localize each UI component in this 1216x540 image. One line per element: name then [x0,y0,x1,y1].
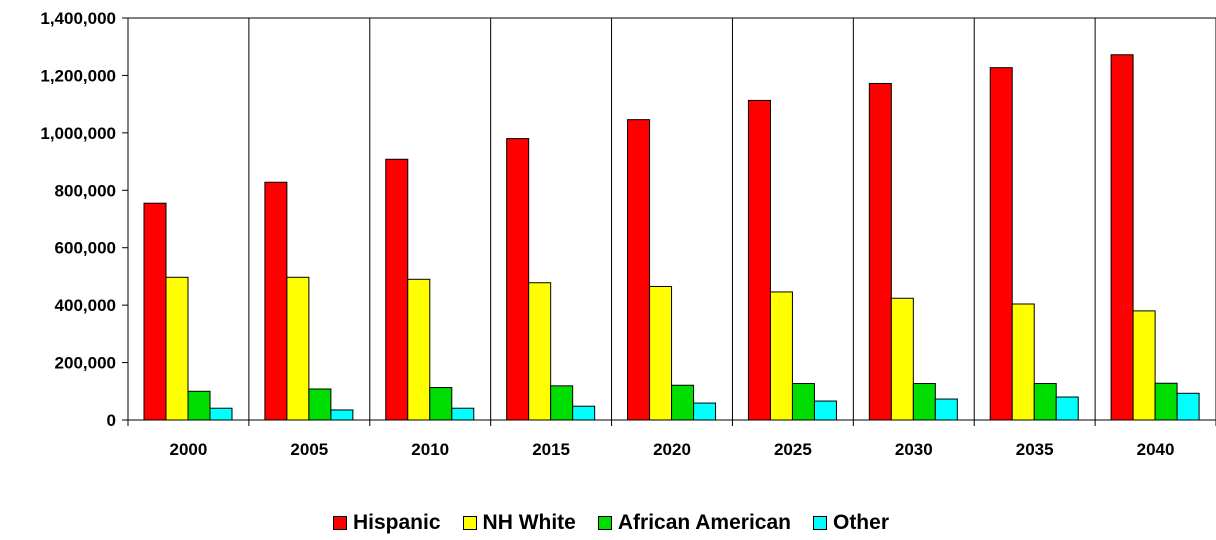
bar-other [209,407,233,421]
y-tick-label: 400,000 [55,296,116,315]
bar-african-american [429,387,453,421]
bar-african-american [912,383,936,421]
legend-label-african-american: African American [617,511,791,534]
legend-item-hispanic: Hispanic [333,511,441,535]
bar-nh-white [890,297,914,421]
bar-african-american [1033,383,1057,421]
bar-other [1055,396,1079,421]
x-tick-label: 2020 [653,440,691,459]
y-tick-label: 1,000,000 [40,124,116,143]
y-tick-label: 1,400,000 [40,9,116,28]
bar-african-american [791,383,815,421]
legend-swatch-hispanic [333,516,347,530]
bar-other [1176,392,1200,421]
grid-lines [248,18,1216,420]
bar-hispanic [385,158,409,421]
bar-african-american [671,384,695,421]
y-tick-label: 800,000 [55,181,116,200]
bar-other [451,407,475,421]
bar-other [813,400,837,421]
bars [143,54,1200,421]
x-tick-label: 2015 [532,440,570,459]
y-tick-label: 200,000 [55,354,116,373]
bar-hispanic [264,181,288,421]
legend-swatch-other [812,516,827,530]
bar-hispanic [868,82,892,421]
bar-other [330,409,354,421]
legend: Hispanic NH White African American Other [0,506,1216,540]
x-tick-label: 2040 [1137,440,1175,459]
y-tick-label: 0 [107,411,116,430]
bar-nh-white [769,291,793,421]
legend-item-other: Other [812,511,889,535]
bar-african-american [187,390,211,421]
bar-nh-white [286,276,310,421]
bar-other [572,405,596,421]
bar-chart: 0 200,000 400,000 600,000 800,000 1,000,000 1,… [40,9,1216,459]
bar-hispanic [1110,54,1134,421]
bar-african-american [308,388,332,421]
y-tick-label: 1,200,000 [40,66,116,85]
bar-nh-white [407,278,431,421]
x-tick-label: 2030 [895,440,933,459]
bar-nh-white [649,285,673,421]
bar-other [934,398,958,421]
bar-other [693,402,717,421]
bar-nh-white [528,282,552,421]
legend-label-nh-white: NH White [482,511,576,534]
bar-hispanic [989,67,1013,421]
legend-swatch-nh-white [462,516,477,530]
x-tick-label: 2005 [290,440,328,459]
x-tick-label: 2025 [774,440,812,459]
legend-label-other: Other [832,511,889,534]
y-tick-label: 600,000 [55,239,116,258]
bar-nh-white [165,276,189,421]
x-axis-ticks: 2000 2005 2010 2015 2020 2025 2030 2035 2040 [127,420,1216,459]
bar-nh-white [1132,310,1156,421]
bar-nh-white [1011,303,1035,421]
axes [127,17,1216,421]
legend-item-african-american: African American [597,511,791,535]
legend-swatch-african-american [597,516,612,530]
bar-african-american [1154,382,1178,421]
legend-label-hispanic: Hispanic [353,511,441,534]
legend-item-nh-white: NH White [462,511,576,535]
bar-hispanic [747,99,771,421]
bar-hispanic [143,202,167,421]
y-axis-ticks: 0 200,000 400,000 600,000 800,000 1,000,000 1,… [40,9,128,430]
x-tick-label: 2035 [1016,440,1054,459]
bar-african-american [550,385,574,421]
bar-hispanic [506,138,530,421]
x-tick-label: 2010 [411,440,449,459]
bar-hispanic [627,119,651,421]
x-tick-label: 2000 [170,440,208,459]
